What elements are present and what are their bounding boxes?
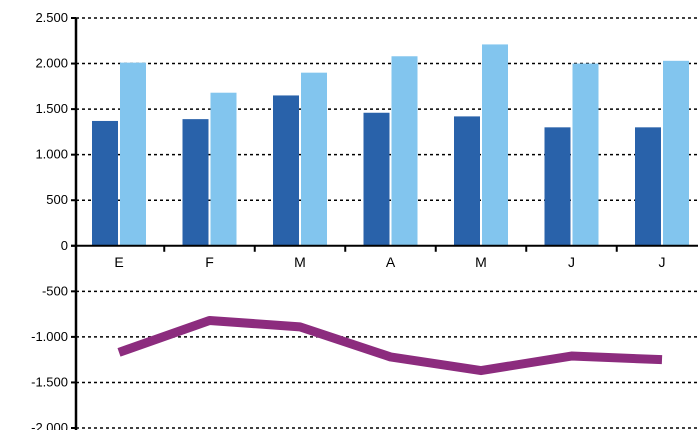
y-tick-label: 2.500 [35, 10, 68, 25]
y-tick-labels: 2.500 2.000 1.500 1.000 500 0 -500 -1.000 -1.500… [31, 10, 68, 430]
series-line [117, 315, 663, 376]
bar [572, 63, 599, 246]
bar [120, 62, 146, 246]
bar [182, 119, 209, 246]
x-tick-label: A [386, 254, 396, 270]
x-tick-label: J [568, 254, 575, 270]
y-tick-label: 2.000 [35, 56, 68, 71]
y-tick-label: -1.000 [31, 329, 68, 344]
series-lines [117, 315, 663, 376]
y-tick-label: 0 [61, 238, 68, 253]
bar [482, 44, 508, 246]
bar [454, 116, 480, 246]
x-tick-label: F [205, 254, 214, 270]
bar [210, 92, 237, 246]
x-tick-label: E [114, 254, 123, 270]
x-tick-label: M [294, 254, 306, 270]
y-tick-label: 1.000 [35, 147, 68, 162]
y-tick-label: 1.500 [35, 101, 68, 116]
x-tick-label: M [475, 254, 487, 270]
bar [635, 127, 661, 246]
axes [71, 17, 698, 430]
bar [273, 95, 299, 246]
bar [391, 56, 418, 246]
bar [663, 60, 689, 246]
bar [92, 120, 118, 246]
y-tick-label: -1.500 [31, 374, 68, 389]
y-tick-label: 500 [46, 192, 68, 207]
bar [363, 112, 390, 246]
bar [301, 72, 327, 246]
y-tick-label: -500 [42, 283, 68, 298]
y-tick-label: -2.000 [31, 420, 68, 430]
bar [544, 127, 571, 246]
bars [92, 44, 689, 246]
x-tick-label: J [659, 254, 666, 270]
